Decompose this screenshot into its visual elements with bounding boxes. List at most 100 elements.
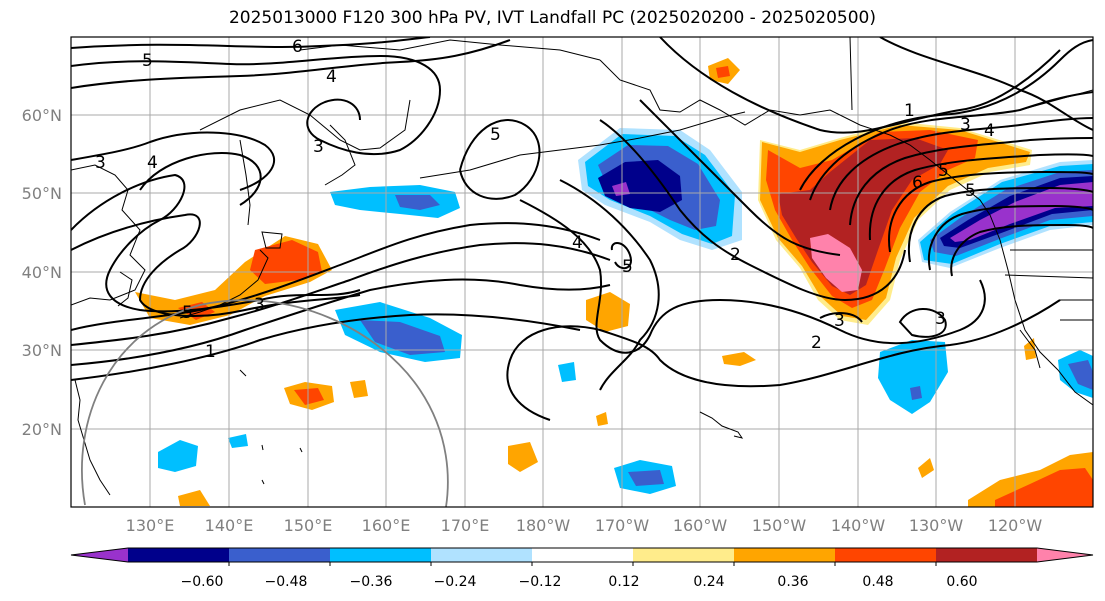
contour-5-center xyxy=(459,119,541,200)
contour-6-north xyxy=(71,37,431,49)
contour-label: 1 xyxy=(205,342,216,362)
contour-label: 3 xyxy=(960,115,971,135)
coast-aleutians xyxy=(419,111,746,179)
shade-arctic-red xyxy=(716,66,730,78)
contour-3-label-line xyxy=(819,312,863,323)
shade-blue-near-hawaii xyxy=(558,362,576,382)
graticule xyxy=(71,37,1093,507)
coast-baja xyxy=(1019,329,1041,369)
shade-e-blue xyxy=(878,340,948,414)
contour-label: 6 xyxy=(912,173,923,193)
contour-ne-7 xyxy=(927,204,1093,271)
contour-ne-far xyxy=(659,37,1061,134)
contour-ne-3 xyxy=(849,137,1093,226)
contour-label: 3 xyxy=(935,309,946,329)
colorbar-tick-label: 0.24 xyxy=(693,574,724,590)
lon-label: 120°W xyxy=(988,516,1043,535)
coast-japan xyxy=(179,249,269,319)
lon-label: 130°W xyxy=(909,516,964,535)
contour-3-small xyxy=(898,308,947,338)
lon-label: 160°W xyxy=(673,516,728,535)
lat-label: 60°N xyxy=(22,106,62,125)
shade-small-orange-6 xyxy=(1024,338,1036,360)
contour-label: 6 xyxy=(292,37,303,57)
colorbar-swatch xyxy=(633,548,735,562)
colorbar-extend-low xyxy=(71,548,128,562)
contour-label-layer: 6 5 4 3 4 3 1 3 5 4 5 2 3 2 3 1 3 4 6 5 … xyxy=(95,37,995,362)
lat-label: 20°N xyxy=(22,420,62,439)
lon-label: 180°W xyxy=(516,516,571,535)
lon-label: 150°W xyxy=(752,516,807,535)
colorbar-tick-label: 0.60 xyxy=(946,574,977,590)
colorbar-tick-label: −0.60 xyxy=(181,574,224,590)
contour-label: 4 xyxy=(326,67,337,87)
map-frame xyxy=(70,36,1094,508)
pv-contours xyxy=(71,37,1093,421)
shade-sw-blue-1 xyxy=(158,440,198,472)
map-title: 2025013000 F120 300 hPa PV, IVT Landfall… xyxy=(228,8,876,28)
contour-ne-inner xyxy=(799,39,1093,191)
shade-small-orange-4 xyxy=(722,352,756,366)
shade-e-blue-dark xyxy=(910,386,922,400)
contour-label: 5 xyxy=(490,125,501,145)
contour-ne-1 xyxy=(809,91,1093,201)
contour-label: 2 xyxy=(811,333,822,353)
map-area: 6 5 4 3 4 3 1 3 5 4 5 2 3 2 3 1 3 4 6 5 … xyxy=(71,37,1093,507)
contour-ne-6 xyxy=(908,186,1093,263)
latitude-labels: 60°N 50°N 40°N 30°N 20°N xyxy=(22,106,62,439)
colorbar-outline xyxy=(70,547,1094,563)
longitude-labels: 130°E 140°E 150°E 160°E 170°E 180°W 170°… xyxy=(126,516,1043,535)
contour-label: 1 xyxy=(904,101,915,121)
colorbar-tick-label: 0.12 xyxy=(608,574,639,590)
shade-far-e-blue-dark xyxy=(1068,360,1093,390)
contour-4-north xyxy=(71,39,511,89)
contour-label: 3 xyxy=(254,295,265,315)
colorbar-swatch xyxy=(330,548,432,562)
contour-label: 3 xyxy=(313,137,324,157)
shade-ne-pink xyxy=(810,234,862,292)
contour-mid-1 xyxy=(519,199,986,354)
colorbar-tick-label: −0.48 xyxy=(265,574,308,590)
contour-japan-3 xyxy=(71,222,601,331)
shade-sw-orange xyxy=(178,490,210,506)
contour-2 xyxy=(506,299,1061,421)
coast-sakhalin xyxy=(239,139,251,226)
contour-ne-5 xyxy=(888,170,1093,253)
contour-mid-3 xyxy=(599,119,906,302)
colorbar-tick-label: −0.36 xyxy=(350,574,393,590)
colorbar-swatch xyxy=(128,548,230,562)
contour-label: 5 xyxy=(622,257,633,277)
lon-label: 130°E xyxy=(126,516,175,535)
colorbar-tick-label: 0.48 xyxy=(862,574,893,590)
colorbar-extend-high xyxy=(1037,548,1093,562)
coast-alaska-west xyxy=(599,59,991,216)
contour-3-east xyxy=(879,37,1093,131)
coast-kamchatka xyxy=(324,124,356,186)
shade-small-orange-2 xyxy=(350,380,368,398)
contour-label: 4 xyxy=(572,233,583,253)
colorbar-swatch xyxy=(936,548,1038,562)
contour-japan-6 xyxy=(71,313,581,381)
contour-ne-8 xyxy=(950,223,1093,277)
shade-sw-blue-2 xyxy=(228,434,248,448)
colorbar-tick-label: −0.12 xyxy=(519,574,562,590)
lat-label: 30°N xyxy=(22,341,62,360)
gray-circle xyxy=(81,299,449,507)
contour-label: 3 xyxy=(95,153,106,173)
contour-label: 5 xyxy=(182,303,193,323)
colorbar-swatch xyxy=(835,548,937,562)
lat-label: 40°N xyxy=(22,263,62,282)
contour-label: 5 xyxy=(938,161,949,181)
shade-kamchatka-blue xyxy=(330,185,460,218)
contour-label: 4 xyxy=(147,153,158,173)
colorbar xyxy=(70,547,1094,566)
lon-label: 160°E xyxy=(362,516,411,535)
contour-label: 4 xyxy=(984,121,995,141)
shade-small-red-1 xyxy=(294,388,324,405)
contour-5-small xyxy=(610,242,632,270)
lat-label: 50°N xyxy=(22,184,62,203)
contour-ne-4 xyxy=(868,153,1093,241)
lon-label: 170°W xyxy=(595,516,650,535)
contour-japan-2 xyxy=(71,213,361,317)
shade-kamchatka-blue-dark xyxy=(395,195,440,210)
